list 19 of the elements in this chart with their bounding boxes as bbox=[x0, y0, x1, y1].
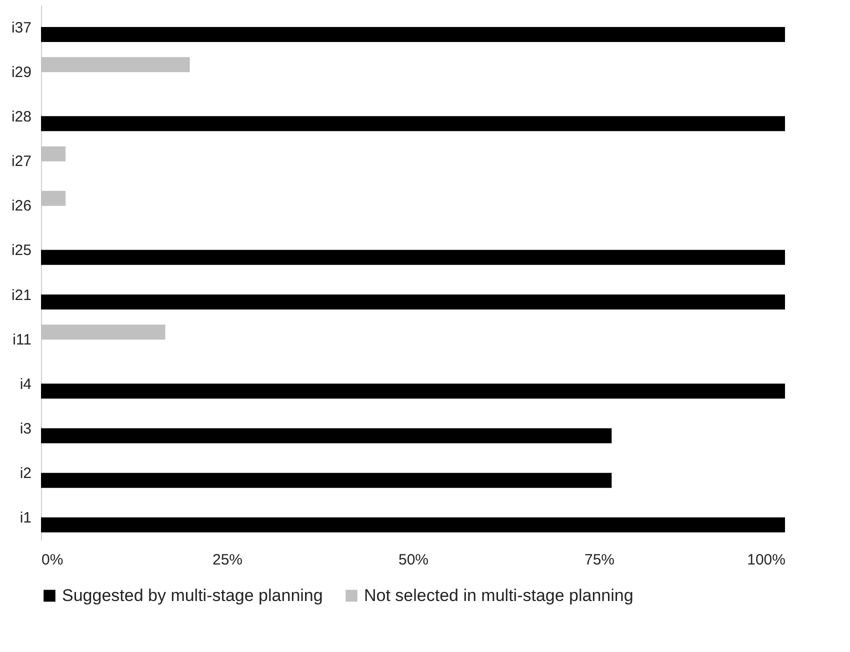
x-tick-label: 100% bbox=[747, 552, 786, 568]
legend-label: Not selected in multi-stage planning bbox=[364, 586, 634, 605]
x-tick-label: 0% bbox=[42, 552, 64, 568]
y-tick-label: i37 bbox=[11, 19, 32, 36]
y-tick-label: i26 bbox=[11, 198, 32, 215]
y-tick-label: i25 bbox=[11, 242, 32, 260]
y-tick-label: i29 bbox=[11, 64, 32, 81]
y-tick-label: i28 bbox=[11, 108, 32, 126]
x-tick-label: 50% bbox=[398, 552, 429, 568]
y-tick-label: i2 bbox=[20, 465, 32, 482]
y-tick-label: i3 bbox=[20, 420, 32, 438]
x-tick-label: 25% bbox=[212, 552, 243, 568]
y-tick-label: i21 bbox=[11, 286, 32, 304]
y-tick-label: i4 bbox=[20, 376, 32, 393]
y-tick-label: i11 bbox=[12, 331, 32, 348]
y-tick-label: i1 bbox=[20, 510, 32, 527]
legend-label: Suggested by multi-stage planning bbox=[62, 586, 323, 605]
x-tick-label: 75% bbox=[584, 552, 615, 568]
y-tick-label: i27 bbox=[11, 153, 32, 170]
